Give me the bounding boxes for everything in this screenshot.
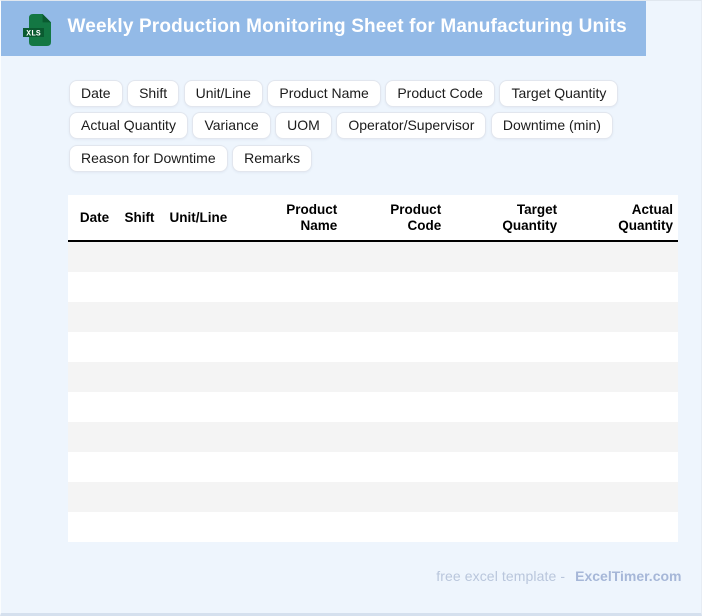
svg-text:XLS: XLS: [26, 29, 41, 38]
